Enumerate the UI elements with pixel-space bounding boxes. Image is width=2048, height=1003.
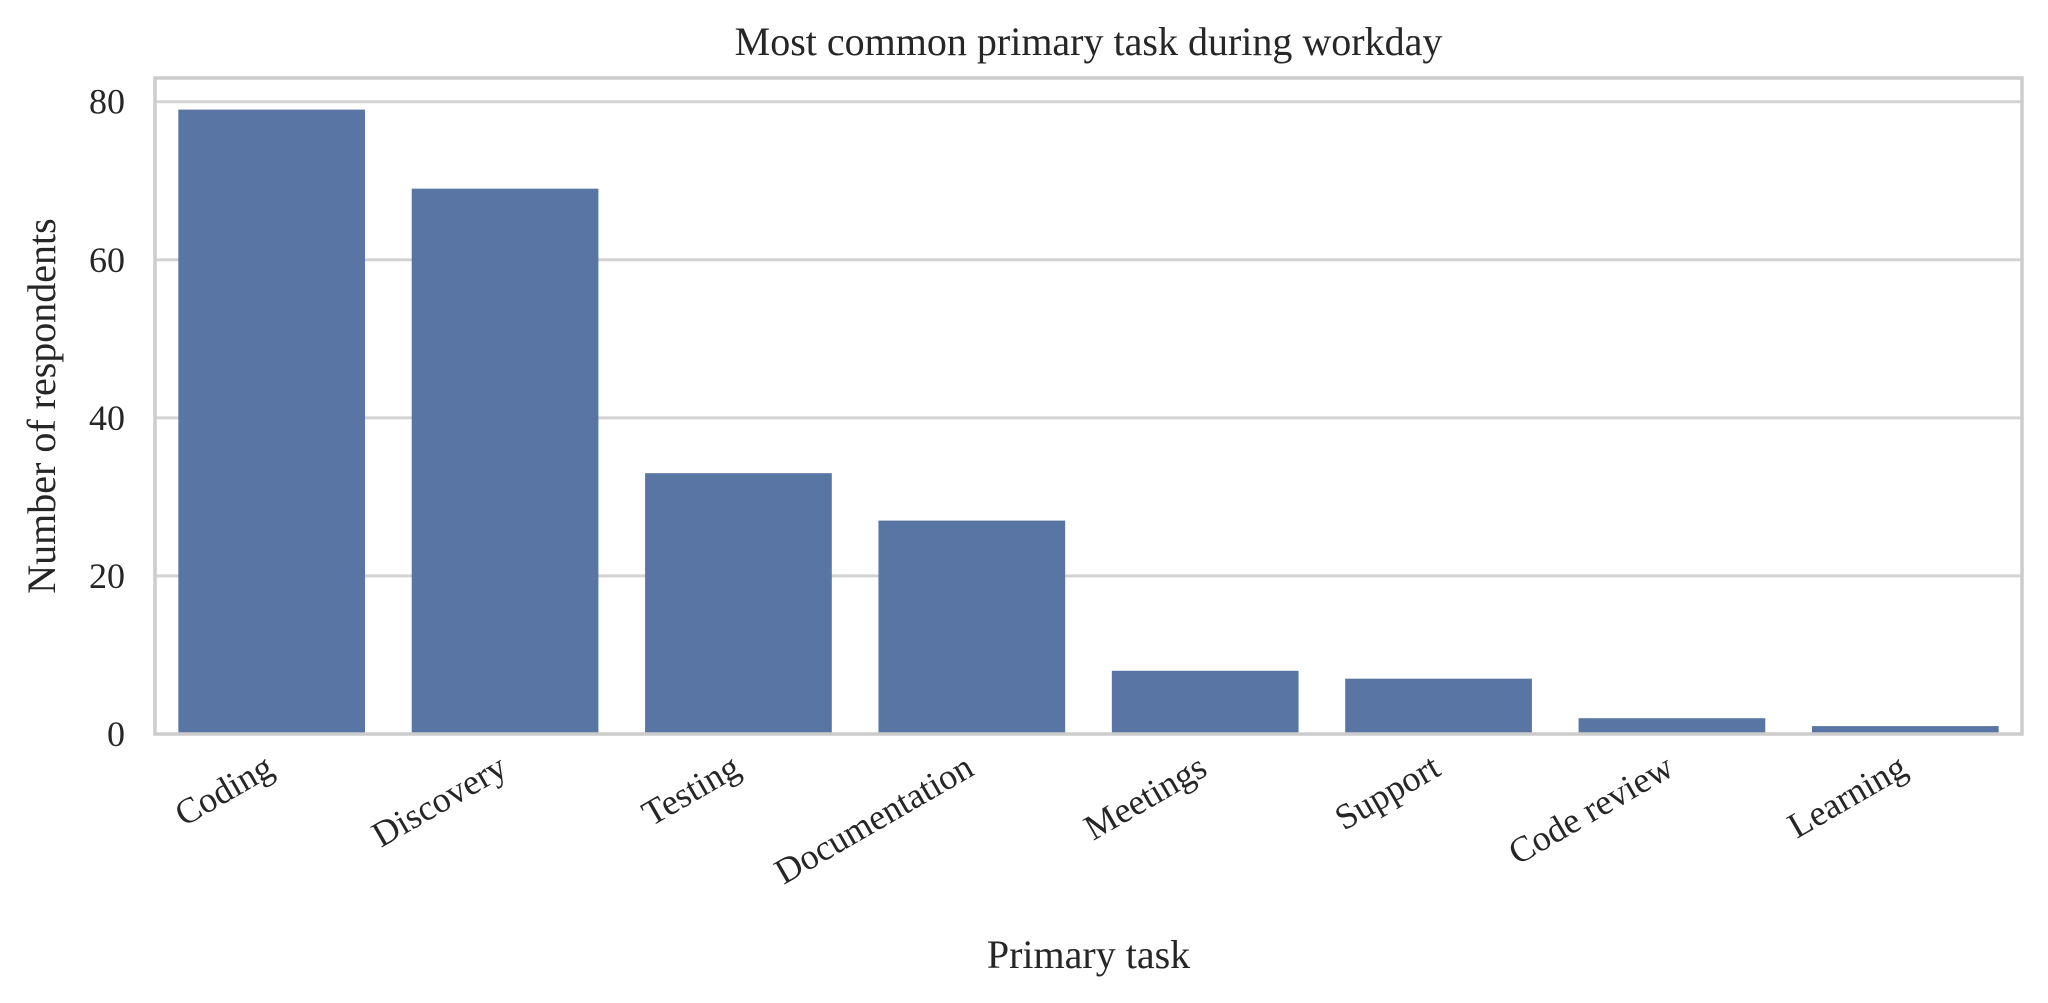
bars	[178, 109, 1999, 735]
y-tick-label: 20	[89, 556, 125, 596]
bar-documentation	[878, 520, 1066, 734]
y-tick-label: 60	[89, 240, 125, 280]
x-tick-label: Code review	[1502, 746, 1680, 872]
y-tick-label: 80	[89, 82, 125, 122]
y-tick-labels: 0 20 40 60 80	[89, 82, 125, 754]
bar-code-review	[1578, 718, 1766, 734]
x-tick-label: Meetings	[1077, 746, 1213, 848]
x-tick-label: Documentation	[768, 746, 980, 892]
bar-learning	[1811, 726, 1999, 734]
x-tick-label: Testing	[635, 746, 746, 833]
plot-frame	[153, 76, 2024, 736]
bar-support	[1345, 678, 1532, 734]
y-axis-label: Number of respondents	[19, 218, 64, 593]
y-tick-label: 40	[89, 398, 125, 438]
chart-title: Most common primary task during workday	[735, 19, 1443, 64]
x-tick-label: Support	[1328, 746, 1447, 838]
bar-discovery	[411, 188, 599, 734]
x-tick-label: Learning	[1781, 746, 1914, 846]
x-axis-label: Primary task	[987, 932, 1190, 977]
y-tick-label: 0	[107, 714, 125, 754]
x-tick-labels: Coding Discovery Testing Documentation Meeti…	[168, 746, 1913, 892]
x-tick-label: Discovery	[365, 746, 513, 855]
x-tick-label: Coding	[168, 746, 280, 834]
bar-coding	[178, 109, 366, 735]
bar-testing	[645, 473, 832, 734]
bar-meetings	[1111, 670, 1299, 734]
